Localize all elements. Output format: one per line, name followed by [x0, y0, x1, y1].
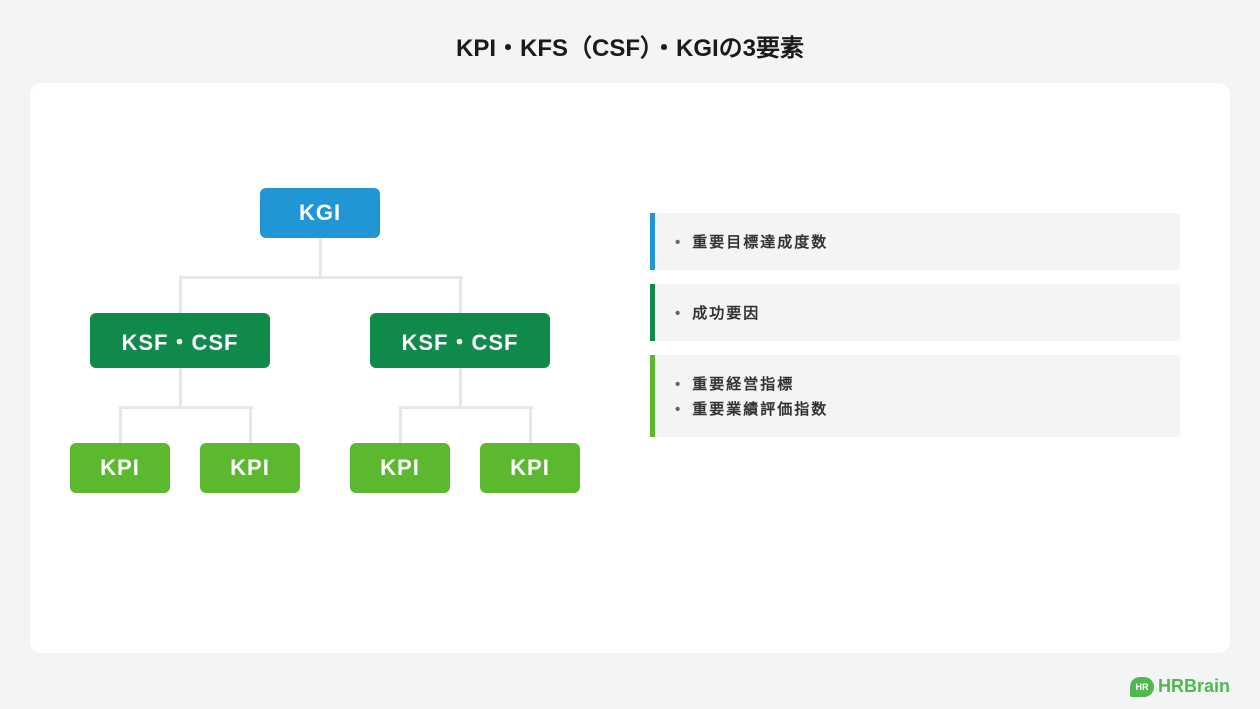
tree-connector — [529, 406, 532, 444]
tree-connector — [120, 406, 253, 409]
logo-text: HRBrain — [1158, 676, 1230, 697]
tree-connector — [249, 406, 252, 444]
tree-connector — [119, 406, 122, 444]
tree-connector — [399, 406, 402, 444]
legend-text: 重要経営指標 — [675, 371, 1160, 396]
legend-text: 成功要因 — [675, 300, 1160, 325]
legend-item-0: 重要目標達成度数 — [650, 213, 1180, 270]
node-ksf-0: KSF・CSF — [90, 313, 270, 368]
node-kpi-1: KPI — [200, 443, 300, 493]
node-ksf-1: KSF・CSF — [370, 313, 550, 368]
node-kpi-3: KPI — [480, 443, 580, 493]
legend-area: 重要目標達成度数成功要因重要経営指標重要業績評価指数 — [630, 83, 1230, 653]
node-kpi-0: KPI — [70, 443, 170, 493]
tree-connector — [319, 238, 322, 276]
page-title: KPI・KFS（CSF）・KGIの3要素 — [0, 0, 1260, 83]
brand-logo: HR HRBrain — [1130, 676, 1230, 697]
legend-text: 重要業績評価指数 — [675, 396, 1160, 421]
tree-connector — [400, 406, 533, 409]
node-kpi-2: KPI — [350, 443, 450, 493]
tree-connector — [459, 276, 462, 314]
content-card: KGI KSF・CSF KSF・CSF KPI KPI KPI KPI 重要目標達成度数成功… — [30, 83, 1230, 653]
tree-diagram: KGI KSF・CSF KSF・CSF KPI KPI KPI KPI — [30, 83, 630, 653]
legend-item-2: 重要経営指標重要業績評価指数 — [650, 355, 1180, 437]
logo-icon: HR — [1130, 677, 1154, 697]
legend-text: 重要目標達成度数 — [675, 229, 1160, 254]
tree-connector — [180, 276, 463, 279]
tree-connector — [459, 368, 462, 406]
node-kgi: KGI — [260, 188, 380, 238]
tree-connector — [179, 276, 182, 314]
legend-item-1: 成功要因 — [650, 284, 1180, 341]
tree-connector — [179, 368, 182, 406]
